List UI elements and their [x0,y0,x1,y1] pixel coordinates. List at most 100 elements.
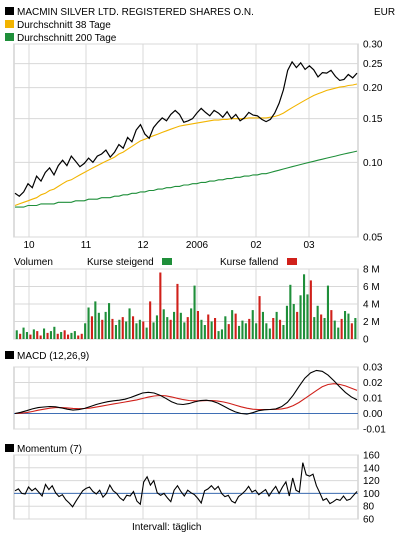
volume-bar [196,311,199,339]
volume-bar [176,283,179,339]
volume-bar [108,303,111,339]
xtick-12: 12 [137,240,149,251]
volume-bar [354,318,357,339]
volume-bar [330,310,333,339]
volume-bar [203,325,206,339]
momentum-y-ticks: 160 140 120 100 80 60 [363,451,380,526]
volume-bar [303,274,306,340]
legend-ma38-label: Durchschnitt 38 Tage [17,20,111,31]
price-ytick-020: 0.20 [363,83,383,94]
volume-bar [15,330,18,340]
legend-ma200-swatch [5,33,14,41]
mom-ytick-140: 140 [363,463,380,474]
volume-bar [193,285,196,339]
legend-ma200-label: Durchschnitt 200 Tage [17,33,117,44]
volume-bar [251,310,254,339]
vol-ytick-2: 2 M [363,317,380,328]
ma200-line [15,150,358,208]
macd-line [14,369,358,415]
vol-ytick-0: 0 [363,335,369,346]
vol-ytick-4: 4 M [363,300,380,311]
volume-bar [296,311,299,339]
legend-down-label: Kurse fallend [220,257,278,268]
mom-ytick-80: 80 [363,502,375,513]
price-panel-frame [13,43,359,238]
volume-bar [121,317,124,339]
volume-bar [190,308,193,339]
volume-bar [162,309,165,340]
volume-bar [200,319,203,340]
volume-bar [70,332,73,339]
volume-bar [207,314,210,339]
volume-bar [145,327,148,339]
price-ytick-010: 0.10 [363,158,383,169]
volume-bar [326,285,329,339]
volume-bar [77,335,80,339]
volume-bar [210,321,213,339]
volume-bar [132,316,135,340]
volume-bar [155,315,158,339]
volume-bar [29,334,32,339]
volume-bar [350,323,353,340]
volume-bar [125,321,128,339]
price-ytick-025: 0.25 [363,59,383,70]
volume-bar [227,324,230,339]
volume-bar [32,329,35,339]
macd-title: MACD (12,26,9) [17,351,89,362]
volume-bar [255,323,258,340]
price-ytick-005: 0.05 [363,233,383,244]
volume-bar [224,316,227,340]
momentum-panel-frame [13,454,359,520]
volume-bar [63,330,66,340]
volume-bar [138,319,141,340]
volume-bar [56,333,59,340]
volume-bar [118,319,121,340]
momentum-series [14,462,358,508]
macd-gridlines [14,366,358,430]
vol-ytick-8: 8 M [363,265,380,276]
volume-bar [159,272,162,339]
momentum-line [14,462,358,508]
volume-bar [279,319,282,340]
macd-legend-swatch [5,351,14,359]
volume-bar [244,323,247,340]
volume-bar [135,323,138,340]
xtick-10: 10 [23,240,35,251]
volume-bar [43,328,46,339]
volume-bar [49,331,52,339]
volume-bar [241,320,244,339]
volume-bar [87,307,90,339]
macd-ytick-003: 0.03 [363,363,383,374]
volume-bar [323,318,326,339]
volume-title: Volumen [14,257,53,268]
volume-bar [149,301,152,339]
volume-bar [214,318,217,339]
volume-bar [67,334,70,339]
volume-bar [316,305,319,340]
volume-bar [179,312,182,340]
volume-bar [289,284,292,340]
currency-label: EUR [374,7,395,18]
volume-bar [169,319,172,340]
volume-bar [90,316,93,340]
macd-ytick-001: 0.01 [363,394,383,405]
volume-bar [337,327,340,339]
volume-bar [238,325,241,339]
volume-bar [258,296,261,339]
legend-price-swatch [5,7,14,15]
interval-caption: Intervall: täglich [132,522,201,533]
mom-ytick-100: 100 [363,489,380,500]
volume-bar [234,313,237,339]
xtick-11: 11 [81,240,92,251]
momentum-title: Momentum (7) [17,444,82,455]
volume-bar [39,335,42,339]
legend-ma38-swatch [5,20,14,28]
volume-bar [217,331,220,339]
volume-bar [46,332,49,339]
volume-bar [114,325,117,339]
signal-line [14,383,358,415]
volume-bar [306,294,309,339]
x-axis-ticks: 10 11 12 2006 02 03 [23,240,315,251]
volume-bar [261,311,264,339]
